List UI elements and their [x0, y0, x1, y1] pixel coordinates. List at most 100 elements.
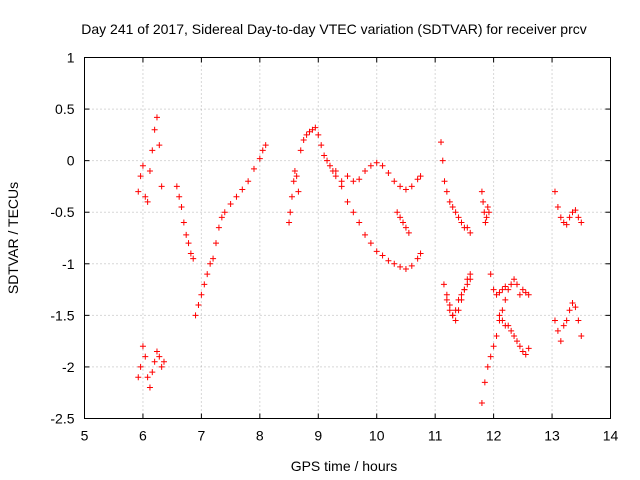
data-point: [397, 214, 404, 221]
data-point: [151, 126, 158, 133]
data-point: [563, 221, 570, 228]
data-point: [554, 327, 561, 334]
data-point: [144, 198, 151, 205]
data-point: [198, 291, 205, 298]
data-point: [144, 374, 151, 381]
y-axis-label: SDTVAR / TECUs: [5, 182, 21, 294]
data-point: [511, 276, 518, 283]
data-point: [402, 224, 409, 231]
data-point: [408, 183, 415, 190]
data-point: [490, 343, 497, 350]
data-point: [326, 162, 333, 169]
data-point: [575, 317, 582, 324]
data-point: [508, 281, 515, 288]
data-point: [449, 204, 456, 211]
data-point: [158, 363, 165, 370]
x-axis-label: GPS time / hours: [291, 458, 398, 474]
x-tick-label: 14: [603, 428, 619, 444]
data-point: [391, 178, 398, 185]
data-point: [239, 186, 246, 193]
data-point: [201, 281, 208, 288]
data-point: [464, 281, 471, 288]
data-point: [551, 188, 558, 195]
data-point: [572, 304, 579, 311]
data-point: [522, 351, 529, 358]
data-point: [499, 307, 506, 314]
data-point: [414, 255, 421, 262]
data-point: [207, 260, 214, 267]
data-point: [525, 291, 532, 298]
data-point: [286, 219, 293, 226]
data-point: [137, 363, 144, 370]
series-arc-11.4h: [443, 271, 474, 324]
data-point: [438, 139, 445, 146]
data-point: [153, 348, 160, 355]
data-point: [493, 332, 500, 339]
data-point: [516, 291, 523, 298]
data-point: [362, 167, 369, 174]
data-point: [449, 312, 456, 319]
data-point: [367, 162, 374, 169]
data-point: [233, 193, 240, 200]
data-point: [153, 114, 160, 121]
data-point: [187, 250, 194, 257]
data-point: [344, 198, 351, 205]
data-point: [397, 183, 404, 190]
data-point: [511, 332, 518, 339]
data-point: [332, 173, 339, 180]
data-point: [158, 183, 165, 190]
data-point: [566, 214, 573, 221]
data-point: [505, 322, 512, 329]
data-point: [183, 231, 190, 238]
data-point: [344, 173, 351, 180]
data-point: [385, 170, 392, 177]
data-point: [417, 250, 424, 257]
x-tick-label: 8: [256, 428, 264, 444]
data-point: [578, 332, 585, 339]
data-point: [146, 167, 153, 174]
data-point: [499, 286, 506, 293]
data-point: [213, 240, 219, 247]
y-tick-label: -2: [62, 359, 75, 375]
x-tick-label: 6: [139, 428, 147, 444]
series-arc-11.8h: [478, 188, 492, 226]
y-tick-label: 1: [67, 50, 75, 66]
plot-frame: [84, 57, 611, 419]
data-point: [303, 131, 310, 138]
x-tick-label: 7: [197, 428, 205, 444]
data-point: [142, 353, 149, 360]
data-point: [149, 147, 156, 154]
data-point: [452, 317, 459, 324]
data-point: [391, 260, 398, 267]
data-point: [452, 209, 459, 216]
data-point: [575, 214, 582, 221]
data-point: [557, 338, 564, 345]
series-arc-rise-7h: [192, 142, 269, 319]
data-point: [458, 296, 465, 303]
data-point: [502, 296, 509, 303]
data-point: [496, 289, 503, 296]
data-point: [446, 198, 453, 205]
data-point: [513, 338, 520, 345]
data-point: [290, 178, 297, 185]
y-tick-label: -1: [62, 256, 75, 272]
data-point: [402, 265, 409, 272]
data-point: [446, 307, 453, 314]
data-point: [218, 214, 225, 221]
data-point: [137, 173, 144, 180]
data-point: [379, 252, 386, 259]
data-point: [139, 343, 146, 350]
data-point: [519, 348, 526, 355]
data-point: [288, 193, 295, 200]
y-tick-label: 0: [67, 153, 75, 169]
data-point: [439, 157, 446, 164]
data-point: [467, 229, 474, 236]
data-point: [350, 178, 357, 185]
y-tick-label: 0.5: [55, 101, 75, 117]
data-point: [293, 173, 300, 180]
data-point: [441, 178, 448, 185]
data-point: [505, 286, 512, 293]
data-point: [262, 142, 269, 149]
data-point: [156, 142, 163, 149]
data-point: [513, 281, 520, 288]
